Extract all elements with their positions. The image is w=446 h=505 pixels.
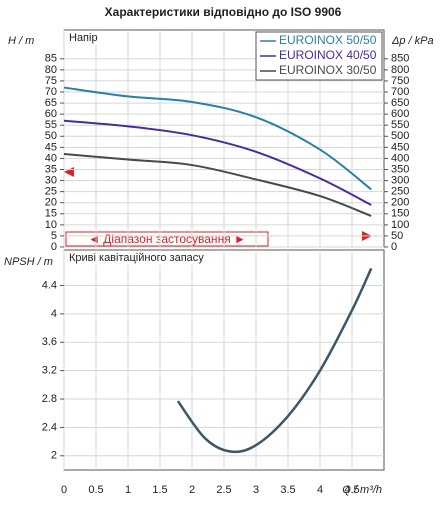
y-axis-label: NPSH / m xyxy=(4,256,53,268)
legend-label: EUROINOX 30/50 xyxy=(279,63,377,77)
series-line xyxy=(176,267,373,454)
y2-tick-label: 250 xyxy=(391,186,409,198)
x-tick-label: 1.5 xyxy=(152,484,167,496)
y-tick-label: 2.8 xyxy=(42,393,57,405)
y2-tick-label: 150 xyxy=(391,208,409,220)
y2-tick-label: 200 xyxy=(391,197,409,209)
legend-label: EUROINOX 50/50 xyxy=(279,33,377,47)
y2-tick-label: 400 xyxy=(391,152,409,164)
x-tick-label: 2.5 xyxy=(216,484,231,496)
y-tick-label: 4 xyxy=(51,308,57,320)
y-tick-label: 20 xyxy=(45,197,57,209)
y-tick-label: 4.4 xyxy=(42,279,57,291)
x-tick-label: 4 xyxy=(317,484,323,496)
y-tick-label: 25 xyxy=(45,186,57,198)
x-tick-label: 0 xyxy=(61,484,67,496)
x-tick-label: 0.5 xyxy=(88,484,103,496)
x-tick-label: 1 xyxy=(125,484,131,496)
y-tick-label: 70 xyxy=(45,86,57,98)
series-line xyxy=(63,86,372,191)
y-tick-label: 5 xyxy=(51,230,57,242)
y2-tick-label: 700 xyxy=(391,86,409,98)
y-tick-label: 15 xyxy=(45,208,57,220)
y-tick-label: 60 xyxy=(45,108,57,120)
x-tick-label: 3.5 xyxy=(280,484,295,496)
subtitle: Напір xyxy=(69,32,98,44)
y2-tick-label: 50 xyxy=(391,230,403,242)
y-tick-label: 30 xyxy=(45,174,57,186)
x-axis-label: Q / m³/h xyxy=(342,484,382,496)
y-tick-label: 2 xyxy=(51,450,57,462)
y-tick-label: 55 xyxy=(45,119,57,131)
legend-label: EUROINOX 40/50 xyxy=(279,48,377,62)
y-tick-label: 80 xyxy=(45,64,57,76)
subtitle: Криві кавітаційного запасу xyxy=(69,252,204,264)
y2-tick-label: 850 xyxy=(391,53,409,65)
y2-tick-label: 600 xyxy=(391,108,409,120)
y2-tick-label: 300 xyxy=(391,174,409,186)
y-tick-label: 35 xyxy=(45,163,57,175)
y-tick-label: 45 xyxy=(45,141,57,153)
y2-tick-label: 800 xyxy=(391,64,409,76)
x-tick-label: 4.5 xyxy=(344,484,359,496)
y-tick-label: 50 xyxy=(45,130,57,142)
y-tick-label: 2.4 xyxy=(42,421,57,433)
y2-tick-label: 450 xyxy=(391,141,409,153)
y-tick-label: 3.6 xyxy=(42,336,57,348)
y2-tick-label: 350 xyxy=(391,163,409,175)
range-marker xyxy=(64,167,74,177)
y2-tick-label: 500 xyxy=(391,130,409,142)
series-line xyxy=(63,119,372,206)
y-tick-label: 75 xyxy=(45,75,57,87)
y-tick-label: 0 xyxy=(51,241,57,253)
y-axis-label: H / m xyxy=(8,35,34,47)
x-tick-label: 2 xyxy=(189,484,195,496)
chart-title: Характеристики відповідно до ISO 9906 xyxy=(105,5,342,19)
y2-axis-label: Δp / kPa xyxy=(391,35,434,47)
range-annotation: ◄ Діапазон застосування ► xyxy=(88,232,246,246)
subtitle-bg xyxy=(66,252,216,265)
y-tick-label: 85 xyxy=(45,53,57,65)
y2-tick-label: 550 xyxy=(391,119,409,131)
y-tick-label: 10 xyxy=(45,219,57,231)
legend xyxy=(255,31,383,81)
x-tick-label: 3 xyxy=(253,484,259,496)
subtitle-bg xyxy=(66,32,106,45)
y2-tick-label: 0 xyxy=(391,241,397,253)
y-tick-label: 65 xyxy=(45,97,57,109)
series-line xyxy=(63,153,372,217)
y2-tick-label: 750 xyxy=(391,75,409,87)
y2-tick-label: 100 xyxy=(391,219,409,231)
y-tick-label: 3.2 xyxy=(42,365,57,377)
y2-tick-label: 650 xyxy=(391,97,409,109)
y-tick-label: 40 xyxy=(45,152,57,164)
